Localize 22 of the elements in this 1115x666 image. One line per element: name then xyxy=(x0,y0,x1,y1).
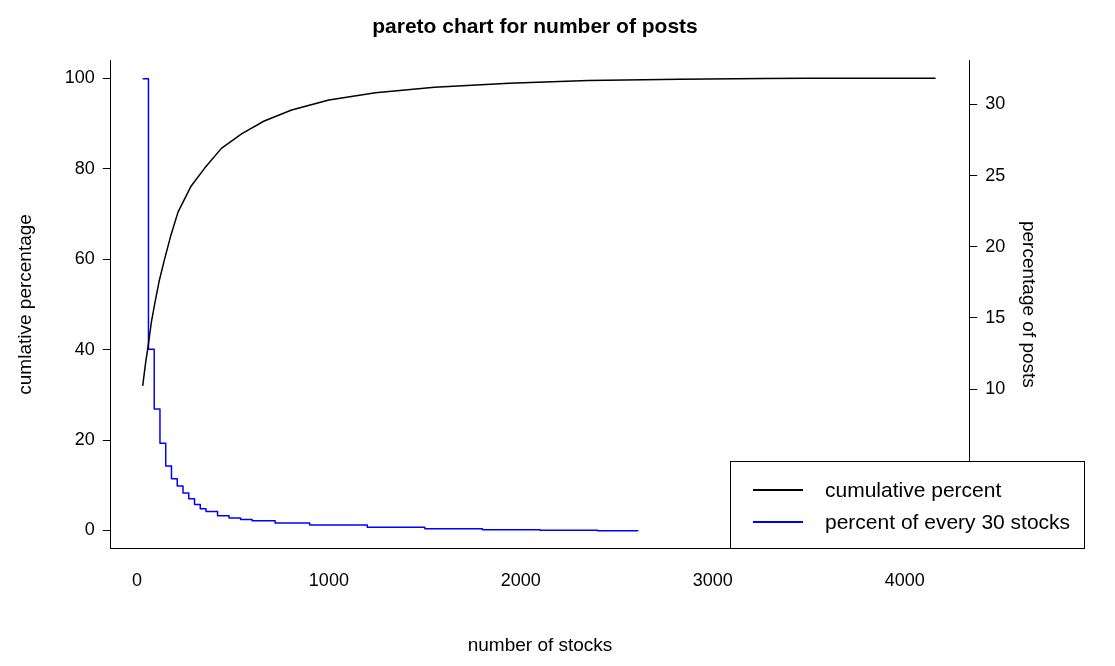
y-tick-label: 40 xyxy=(74,338,95,359)
y2-axis-title: percentage of posts xyxy=(1019,220,1041,388)
x-tick-label: 2000 xyxy=(500,570,541,591)
y-tick-label: 80 xyxy=(74,157,95,178)
y2-tick-label: 30 xyxy=(985,93,1006,114)
y-tick-label: 20 xyxy=(74,429,95,450)
y2-tick-label: 10 xyxy=(985,378,1006,399)
y2-tick-label: 25 xyxy=(985,164,1006,185)
y2-tick-label: 20 xyxy=(985,235,1006,256)
x-tick-label: 3000 xyxy=(692,570,733,591)
chart-title: pareto chart for number of posts xyxy=(372,14,698,38)
legend-label: percent of every 30 stocks xyxy=(825,508,1071,535)
x-tick-label: 4000 xyxy=(884,570,925,591)
x-axis-title: number of stocks xyxy=(467,633,613,655)
y-tick-label: 0 xyxy=(84,519,95,540)
legend-label: cumulative percent xyxy=(825,476,1002,503)
x-tick-label: 0 xyxy=(131,570,142,591)
x-tick-label: 1000 xyxy=(308,570,349,591)
y-tick-label: 100 xyxy=(64,67,95,88)
y-axis-title: cumlative percentage xyxy=(13,214,35,395)
y-tick-label: 60 xyxy=(74,248,95,269)
y2-tick-label: 15 xyxy=(985,306,1006,327)
